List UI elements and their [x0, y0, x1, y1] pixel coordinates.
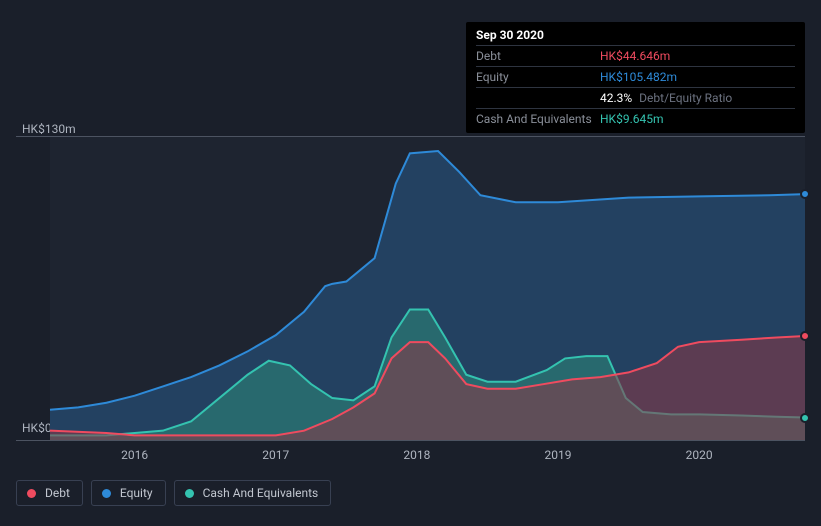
chart-plot[interactable] — [16, 137, 805, 440]
endpoint-equity — [800, 189, 810, 199]
y-axis-label-max: HK$130m — [22, 122, 76, 136]
legend-swatch — [185, 489, 194, 498]
x-tick: 2019 — [545, 448, 572, 462]
tooltip-row-label: Equity — [476, 70, 600, 84]
tooltip-row: 42.3% Debt/Equity Ratio — [476, 87, 795, 108]
tooltip-row-value: HK$44.646m — [600, 49, 795, 63]
tooltip-date: Sep 30 2020 — [476, 28, 795, 42]
x-tick: 2016 — [121, 448, 148, 462]
chart-container: { "info_box": { "title": "Sep 30 2020", … — [0, 0, 821, 526]
tooltip-row-label: Debt — [476, 49, 600, 63]
x-tick: 2020 — [686, 448, 713, 462]
chart-svg — [16, 137, 805, 440]
endpoint-cash-and-equivalents — [800, 413, 810, 423]
legend-item-equity[interactable]: Equity — [91, 480, 166, 506]
endpoint-debt — [800, 331, 810, 341]
x-tick: 2018 — [403, 448, 430, 462]
tooltip-row-label: Cash And Equivalents — [476, 112, 600, 126]
legend-item-debt[interactable]: Debt — [16, 480, 83, 506]
legend-swatch — [27, 489, 36, 498]
tooltip-row-label — [476, 91, 600, 105]
tooltip-row-value: 42.3% Debt/Equity Ratio — [600, 91, 795, 105]
legend-item-cash-and-equivalents[interactable]: Cash And Equivalents — [174, 480, 332, 506]
legend-label: Debt — [45, 486, 70, 500]
y-gridline-zero — [16, 440, 805, 441]
tooltip-row-value: HK$105.482m — [600, 70, 795, 84]
x-tick: 2017 — [262, 448, 289, 462]
tooltip-row: EquityHK$105.482m — [476, 66, 795, 87]
legend-swatch — [102, 489, 111, 498]
x-axis-ticks: 2016 2017 2018 2019 2020 — [50, 448, 805, 462]
legend-label: Equity — [120, 486, 153, 500]
tooltip-row-value: HK$9.645m — [600, 112, 795, 126]
tooltip-box: Sep 30 2020 DebtHK$44.646mEquityHK$105.4… — [466, 22, 805, 133]
tooltip-row: Cash And EquivalentsHK$9.645m — [476, 108, 795, 129]
legend: Debt Equity Cash And Equivalents — [16, 480, 331, 506]
tooltip-row: DebtHK$44.646m — [476, 45, 795, 66]
legend-label: Cash And Equivalents — [203, 486, 319, 500]
